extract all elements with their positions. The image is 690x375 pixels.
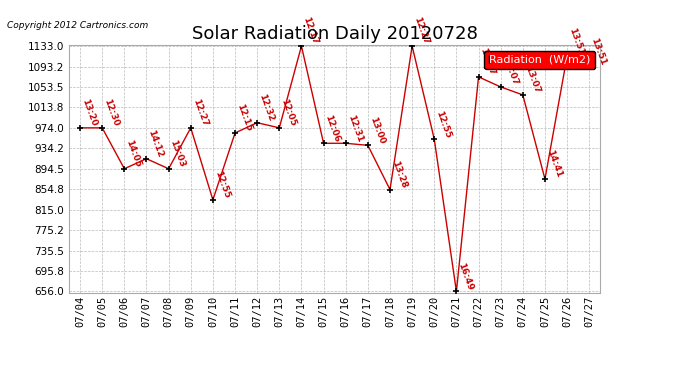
Text: 14:41: 14:41 [545, 149, 563, 179]
Text: 12:15: 12:15 [235, 103, 253, 133]
Text: 13:07: 13:07 [523, 65, 541, 95]
Text: 12:55: 12:55 [434, 109, 453, 139]
Text: 12:05: 12:05 [279, 98, 297, 128]
Text: 12:31: 12:31 [346, 113, 364, 143]
Text: 13:28: 13:28 [390, 160, 408, 190]
Text: 15:03: 15:03 [168, 139, 187, 169]
Text: 16:49: 16:49 [456, 261, 475, 291]
Text: 12:27: 12:27 [412, 16, 431, 46]
Text: 12:27: 12:27 [190, 98, 209, 128]
Text: 12:30: 12:30 [102, 98, 121, 128]
Text: Copyright 2012 Cartronics.com: Copyright 2012 Cartronics.com [7, 21, 148, 30]
Text: 12:06: 12:06 [324, 113, 342, 143]
Text: 14:05: 14:05 [124, 139, 143, 169]
Text: 13:07: 13:07 [479, 47, 497, 77]
Text: 12:32: 12:32 [257, 93, 275, 123]
Text: 13:51: 13:51 [567, 26, 585, 56]
Text: 12:17: 12:17 [302, 16, 319, 46]
Title: Solar Radiation Daily 20120728: Solar Radiation Daily 20120728 [192, 26, 477, 44]
Text: 13:20: 13:20 [80, 98, 98, 128]
Text: 13:00: 13:00 [368, 116, 386, 146]
Text: 13:07: 13:07 [501, 57, 519, 87]
Text: 12:55: 12:55 [213, 170, 231, 200]
Legend: Radiation  (W/m2): Radiation (W/m2) [484, 51, 595, 69]
Text: 14:12: 14:12 [146, 129, 165, 159]
Text: 13:51: 13:51 [589, 36, 607, 66]
